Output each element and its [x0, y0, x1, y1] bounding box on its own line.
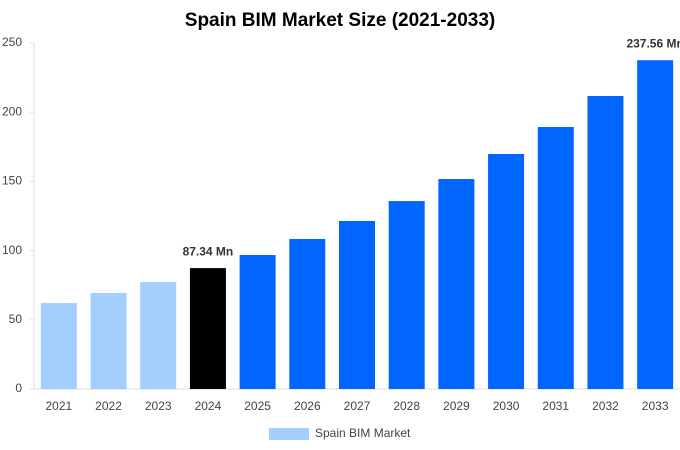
legend-label: Spain BIM Market [315, 426, 411, 440]
bar [189, 268, 226, 389]
y-tick-label: 150 [2, 174, 22, 188]
y-tick-label: 50 [9, 312, 23, 326]
x-tick-label: 2023 [145, 399, 172, 413]
legend-swatch [269, 428, 309, 440]
y-tick-label: 250 [2, 35, 22, 49]
x-tick-label: 2026 [294, 399, 321, 413]
bar [289, 238, 326, 389]
bar [339, 220, 375, 389]
x-tick-label: 2032 [592, 399, 619, 413]
y-tick-label: 200 [2, 104, 22, 118]
y-tick-label: 0 [15, 381, 22, 395]
bar [239, 255, 276, 389]
bar [140, 282, 177, 389]
bar [488, 153, 525, 389]
bar [438, 179, 475, 389]
x-tick-label: 2028 [393, 399, 420, 413]
y-tick-label: 100 [2, 243, 22, 257]
x-tick-label: 2031 [542, 399, 569, 413]
value-label: 237.56 Mn [626, 36, 680, 50]
x-tick-label: 2029 [443, 399, 470, 413]
x-tick-label: 2033 [642, 399, 669, 413]
bar [40, 303, 77, 389]
bar [537, 127, 574, 390]
x-tick-label: 2022 [95, 399, 122, 413]
x-tick-label: 2030 [493, 399, 520, 413]
bar [587, 96, 624, 389]
x-tick-label: 2024 [195, 399, 222, 413]
x-tick-label: 2021 [45, 399, 72, 413]
bar [388, 201, 425, 389]
bar [637, 60, 674, 390]
x-tick-label: 2025 [244, 399, 271, 413]
bar [90, 292, 127, 389]
x-tick-label: 2027 [344, 399, 371, 413]
chart-title: Spain BIM Market Size (2021-2033) [185, 10, 495, 31]
value-label: 87.34 Mn [183, 244, 234, 258]
